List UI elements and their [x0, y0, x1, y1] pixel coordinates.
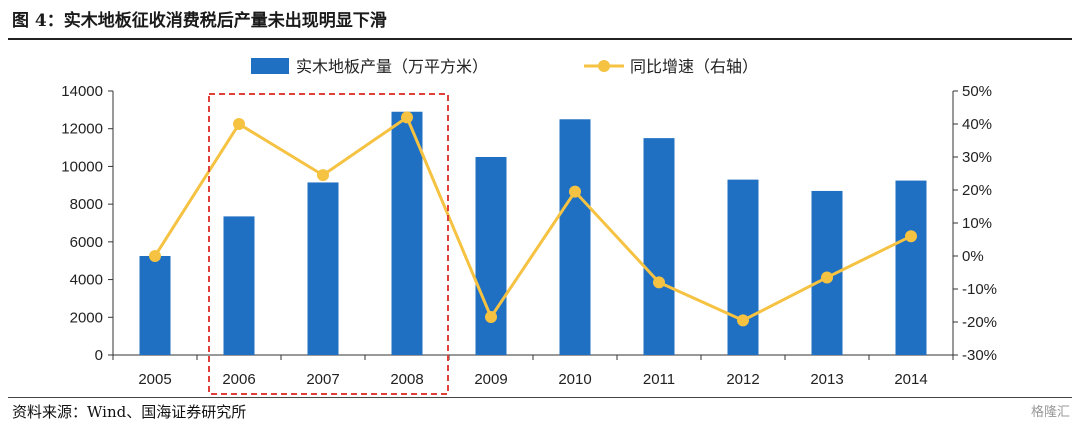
growth-point [149, 250, 161, 262]
right-tick-label: 50% [962, 83, 992, 100]
x-tick-label: 2007 [306, 371, 339, 388]
x-tick-label: 2013 [810, 371, 843, 388]
bar [475, 157, 507, 355]
legend-line-label: 同比增速（右轴） [630, 57, 758, 76]
right-tick-label: -30% [962, 347, 997, 364]
growth-point [485, 311, 497, 324]
right-tick-label: 30% [962, 149, 992, 166]
left-tick-label: 8000 [70, 196, 103, 213]
footer-rule [8, 397, 1072, 398]
growth-point [233, 118, 245, 130]
bar [727, 179, 759, 355]
right-tick-label: 20% [962, 182, 992, 199]
watermark: 格隆汇 [1030, 405, 1070, 420]
legend-bar-swatch [251, 58, 289, 74]
bar [307, 182, 339, 355]
bar [223, 216, 255, 355]
growth-point [401, 111, 413, 124]
title-rule [8, 38, 1072, 40]
bar [139, 256, 171, 355]
x-tick-label: 2009 [474, 371, 507, 388]
x-tick-label: 2005 [138, 371, 171, 388]
left-tick-label: 10000 [61, 158, 103, 175]
x-tick-label: 2008 [390, 371, 423, 388]
left-tick-label: 4000 [70, 272, 103, 289]
legend-bar-label: 实木地板产量（万平方米） [296, 57, 488, 76]
x-tick-label: 2010 [558, 371, 591, 388]
bar [391, 111, 423, 355]
right-tick-label: -10% [962, 281, 997, 298]
left-tick-label: 0 [95, 347, 103, 364]
chart-title: 图 4：实木地板征收消费税后产量未出现明显下滑 [12, 11, 387, 31]
right-tick-label: 0% [962, 248, 984, 265]
x-tick-label: 2012 [726, 371, 759, 388]
left-tick-label: 14000 [61, 83, 103, 100]
bar [643, 138, 675, 355]
source-note: 资料来源：Wind、国海证券研究所 [12, 403, 247, 421]
growth-point [737, 314, 749, 327]
x-tick-label: 2011 [643, 371, 675, 388]
growth-point [653, 276, 665, 289]
growth-point [569, 185, 581, 198]
right-tick-label: 10% [962, 215, 992, 232]
x-tick-label: 2006 [222, 371, 255, 388]
growth-point [905, 230, 917, 243]
growth-line [153, 115, 912, 323]
right-tick-label: 40% [962, 116, 992, 133]
growth-point [821, 271, 833, 284]
left-tick-label: 2000 [70, 309, 103, 326]
growth-point [317, 169, 329, 182]
bar [559, 119, 591, 356]
right-tick-label: -20% [962, 314, 997, 331]
bar [895, 180, 927, 355]
x-tick-label: 2014 [894, 371, 927, 388]
left-tick-label: 6000 [70, 234, 103, 251]
legend-line-marker [598, 60, 610, 72]
left-tick-label: 12000 [61, 121, 103, 138]
